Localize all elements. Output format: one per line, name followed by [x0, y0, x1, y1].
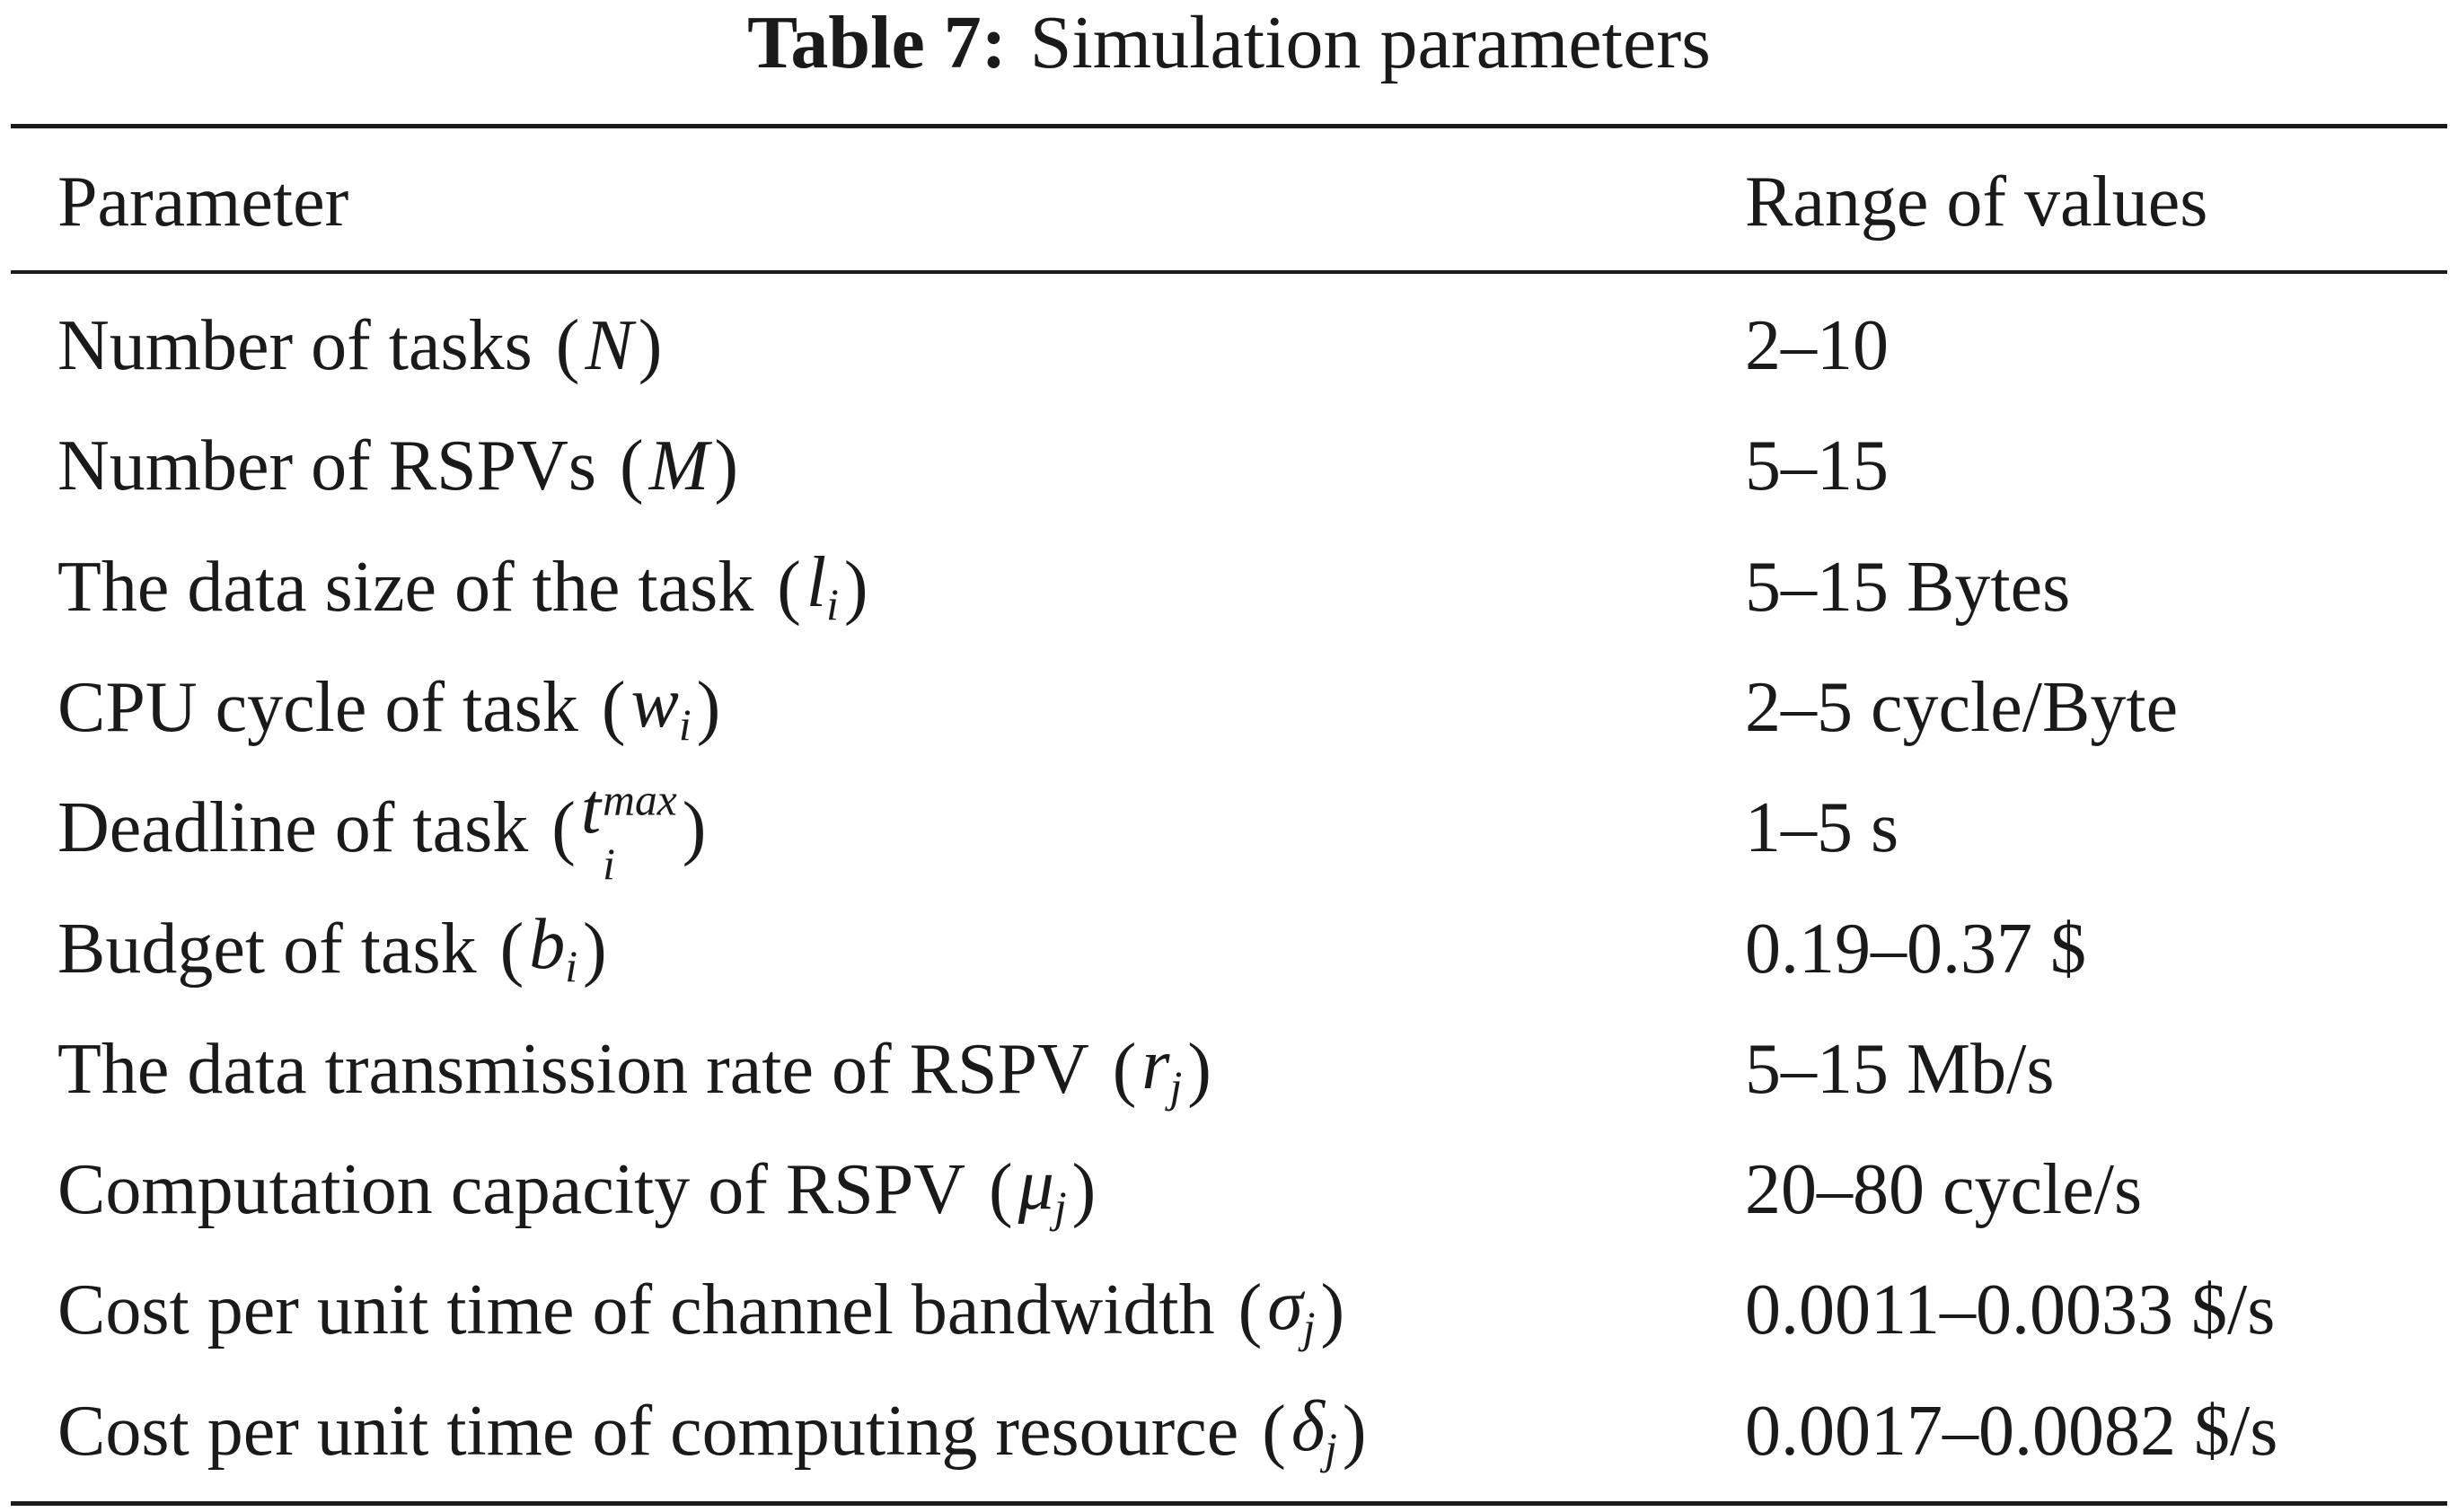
parameter-symbol: σj — [1267, 1266, 1316, 1353]
range-cell: 5–15 Mb/s — [1745, 1030, 2055, 1109]
range-cell: 5–15 Bytes — [1745, 548, 2071, 627]
parameter-symbol: wi — [630, 664, 692, 751]
parameter-cell: Deadline of task (t max i) — [57, 769, 707, 890]
parameter-name: Budget of task — [57, 910, 477, 989]
table-row: The data transmission rate of RSPV (rj) 5… — [0, 1009, 2458, 1130]
parameter-name: CPU cycle of task — [57, 668, 578, 747]
parameter-cell: Computation capacity of RSPV (μj) — [57, 1146, 1097, 1233]
parameter-cell: Cost per unit time of computing resource… — [57, 1387, 1367, 1474]
parameter-cell: Number of RSPVs (M) — [57, 426, 738, 505]
header-parameter: Parameter — [57, 163, 349, 242]
table-row: Cost per unit time of channel bandwidth … — [0, 1250, 2458, 1370]
table-row: Number of RSPVs (M) 5–15 — [0, 406, 2458, 526]
parameter-symbol: M — [648, 426, 709, 505]
top-rule — [11, 124, 2447, 128]
table-header-row: Parameter Range of values — [0, 142, 2458, 262]
parameter-cell: Number of tasks (N) — [57, 306, 663, 385]
parameter-cell: The data size of the task (li) — [57, 543, 868, 630]
table-caption: Table 7: Simulation parameters — [0, 0, 2458, 85]
parameter-cell: Budget of task (bi) — [57, 905, 607, 992]
parameter-symbol: bi — [529, 905, 578, 992]
parameter-name: Cost per unit time of channel bandwidth — [57, 1270, 1215, 1349]
table-row: Cost per unit time of computing resource… — [0, 1371, 2458, 1491]
caption-title: Simulation parameters — [1029, 0, 1711, 84]
table-row: Number of tasks (N) 2–10 — [0, 286, 2458, 406]
range-cell: 1–5 s — [1745, 788, 1899, 867]
table-row: Budget of task (bi) 0.19–0.37 $ — [0, 889, 2458, 1009]
parameter-symbol: li — [806, 543, 839, 630]
range-cell: 0.19–0.37 $ — [1745, 910, 2086, 989]
table-row: Deadline of task (t max i) 1–5 s — [0, 768, 2458, 888]
parameter-name: Number of RSPVs — [57, 426, 597, 505]
parameter-symbol: N — [585, 306, 633, 385]
range-cell: 2–10 — [1745, 306, 1889, 385]
parameter-name: Computation capacity of RSPV — [57, 1150, 966, 1229]
bottom-rule — [11, 1501, 2447, 1506]
header-range: Range of values — [1745, 163, 2208, 242]
range-cell: 20–80 cycle/s — [1745, 1150, 2143, 1229]
parameter-symbol: t max i — [580, 769, 677, 890]
caption-label: Table 7: — [747, 0, 1007, 84]
range-cell: 2–5 cycle/Byte — [1745, 668, 2179, 747]
parameter-cell: CPU cycle of task (wi) — [57, 664, 721, 751]
parameter-cell: Cost per unit time of channel bandwidth … — [57, 1266, 1345, 1353]
header-rule — [11, 270, 2447, 274]
parameter-cell: The data transmission rate of RSPV (rj) — [57, 1025, 1211, 1112]
parameter-name: The data transmission rate of RSPV — [57, 1030, 1089, 1109]
range-cell: 5–15 — [1745, 426, 1889, 505]
table-row: The data size of the task (li) 5–15 Bytes — [0, 527, 2458, 647]
range-cell: 0.0011–0.0033 $/s — [1745, 1270, 2276, 1349]
table-row: CPU cycle of task (wi) 2–5 cycle/Byte — [0, 647, 2458, 768]
parameter-symbol: δj — [1291, 1387, 1337, 1474]
parameter-symbol: μj — [1018, 1146, 1067, 1233]
table-row: Computation capacity of RSPV (μj) 20–80 c… — [0, 1130, 2458, 1250]
parameter-name: Cost per unit time of computing resource — [57, 1392, 1239, 1471]
range-cell: 0.0017–0.0082 $/s — [1745, 1392, 2278, 1471]
parameter-name: Deadline of task — [57, 788, 529, 867]
parameter-symbol: rj — [1141, 1025, 1183, 1112]
parameter-name: The data size of the task — [57, 548, 754, 627]
parameter-name: Number of tasks — [57, 306, 533, 385]
